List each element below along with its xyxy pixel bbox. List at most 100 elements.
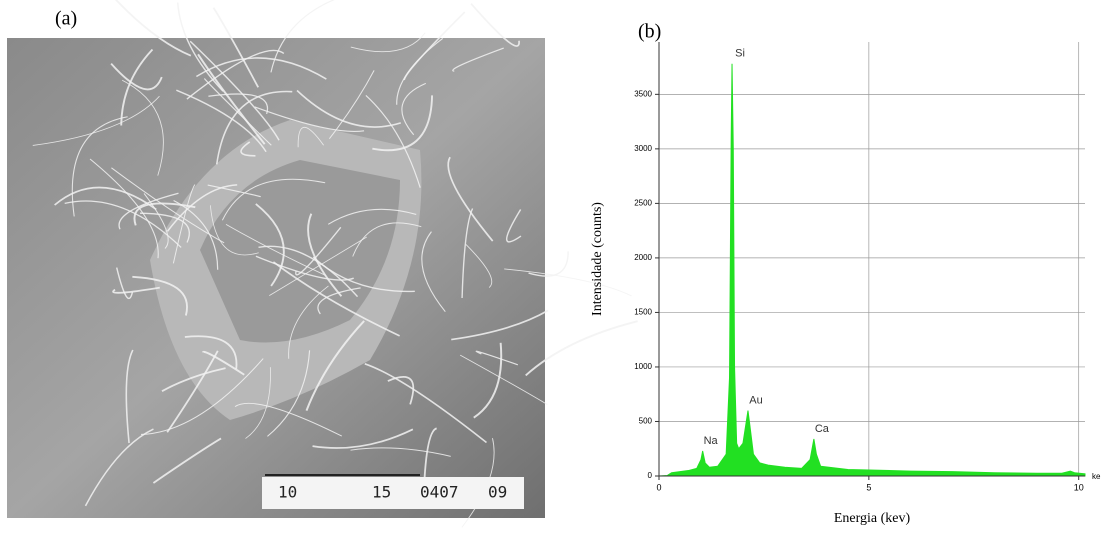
- fiber: [288, 285, 329, 359]
- fiber: [195, 57, 327, 80]
- fiber: [143, 193, 169, 249]
- fiber: [258, 245, 359, 298]
- fiber: [112, 286, 160, 294]
- fiber: [267, 350, 311, 437]
- x-tick-label: 10: [1074, 482, 1084, 492]
- fiber: [528, 251, 569, 277]
- fiber: [421, 231, 446, 312]
- fiber: [475, 350, 519, 366]
- peak-label: Na: [704, 435, 719, 447]
- crystal-face: [200, 160, 400, 343]
- sem-image: 10 15 0407 09: [7, 0, 638, 528]
- fiber: [245, 367, 271, 439]
- fiber: [470, 3, 520, 47]
- fiber: [270, 0, 335, 73]
- scale-text: 0407: [420, 483, 459, 502]
- scale-text: 09: [488, 483, 507, 502]
- y-tick-label: 1000: [634, 362, 652, 371]
- fiber: [234, 402, 343, 437]
- fiber: [452, 47, 504, 72]
- y-tick-label: 2000: [634, 253, 652, 262]
- fiber: [202, 350, 245, 376]
- fiber: [387, 376, 415, 405]
- y-tick-label: 3500: [634, 89, 652, 98]
- fiber: [110, 62, 163, 91]
- fiber: [133, 202, 196, 226]
- peak-label: Au: [749, 394, 762, 406]
- x-tick-label: 0: [656, 482, 661, 492]
- fiber: [473, 342, 503, 419]
- fiber: [272, 261, 400, 337]
- fibers: [32, 0, 638, 528]
- fiber: [451, 309, 549, 341]
- fiber: [221, 178, 326, 221]
- fiber: [255, 203, 285, 287]
- fiber: [525, 320, 638, 377]
- panel-label: (a): [55, 8, 77, 30]
- fiber: [120, 48, 154, 126]
- fiber: [161, 367, 226, 393]
- fiber: [465, 244, 493, 288]
- fiber: [203, 78, 272, 146]
- panel-label: (b): [638, 21, 661, 43]
- fiber: [372, 95, 434, 152]
- fiber: [447, 156, 494, 242]
- fiber: [328, 70, 375, 140]
- fiber: [504, 268, 632, 297]
- fiber: [89, 158, 159, 259]
- fiber: [140, 212, 190, 243]
- fiber: [132, 275, 188, 316]
- fiber: [296, 89, 402, 128]
- x-axis-title: Energia (kev): [834, 511, 911, 526]
- fiber: [114, 0, 192, 57]
- fiber: [111, 167, 225, 244]
- fiber: [125, 349, 134, 444]
- fiber: [208, 93, 269, 115]
- peak-label: Ca: [815, 423, 830, 435]
- fiber: [305, 320, 365, 411]
- x-tick-label: 5: [866, 482, 871, 492]
- fiber: [297, 127, 324, 148]
- scale-box: [262, 477, 524, 509]
- y-axis-title: Intensidade (counts): [590, 202, 605, 316]
- fiber: [225, 223, 327, 276]
- fiber: [327, 208, 417, 225]
- fiber: [84, 428, 154, 507]
- fiber: [212, 7, 260, 88]
- fiber: [121, 79, 164, 176]
- fiber: [71, 116, 128, 217]
- peak-label: Si: [735, 48, 745, 60]
- fiber: [189, 40, 280, 141]
- fiber: [209, 205, 259, 256]
- y-tick-label: 2500: [634, 198, 652, 207]
- fiber: [207, 184, 262, 198]
- fiber: [54, 186, 157, 211]
- fiber: [115, 267, 134, 299]
- fiber: [254, 106, 365, 132]
- chart: 0 500 1000 1500 2000 2500 3000 3500 0 5 10 Na Si Au Ca…: [590, 42, 1101, 526]
- fiber: [307, 213, 343, 297]
- fiber: [166, 184, 238, 232]
- y-tick-label: 0: [648, 471, 653, 480]
- y-tick-label: 500: [639, 417, 653, 426]
- fiber: [401, 82, 427, 136]
- fiber: [350, 447, 451, 457]
- fiber: [295, 226, 342, 276]
- fiber: [172, 184, 196, 264]
- y-tick-label: 3000: [634, 144, 652, 153]
- fiber: [184, 335, 238, 370]
- fiber: [312, 428, 414, 449]
- scale-text: 15: [372, 483, 391, 502]
- fiber: [403, 11, 466, 81]
- fiber: [141, 358, 264, 435]
- fiber: [506, 209, 522, 243]
- fiber: [350, 32, 426, 53]
- fiber: [459, 354, 548, 405]
- fiber: [118, 192, 179, 230]
- fiber: [352, 222, 422, 257]
- fiber: [215, 90, 293, 165]
- spectrum-area: [658, 63, 1086, 477]
- scale-text: 10: [278, 483, 297, 502]
- fiber: [240, 141, 256, 157]
